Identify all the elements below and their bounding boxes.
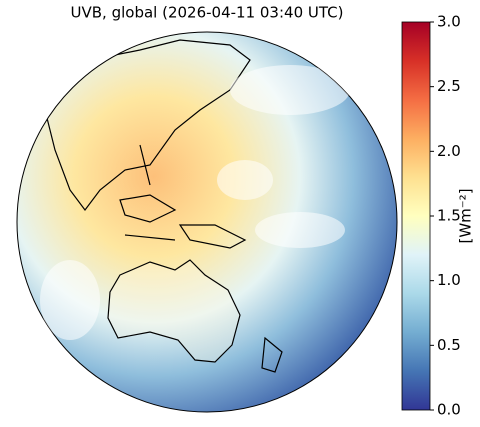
colorbar-tick-label: 1.0 [437, 271, 461, 289]
colorbar-scale [401, 21, 431, 411]
map-title: UVB, global (2026-04-11 03:40 UTC) [71, 4, 344, 22]
colorbar-tick-label: 1.5 [437, 207, 461, 225]
colorbar-tick-label: 3.0 [437, 13, 461, 31]
colorbar-tick-label: 2.0 [437, 142, 461, 160]
colorbar-tick-label: 0.0 [437, 401, 461, 419]
colorbar-label: [Wm⁻²] [457, 188, 475, 243]
colorbar [401, 21, 431, 411]
colorbar-tick-label: 2.5 [437, 77, 461, 95]
globe [16, 31, 398, 413]
colorbar-tick-label: 0.5 [437, 336, 461, 354]
